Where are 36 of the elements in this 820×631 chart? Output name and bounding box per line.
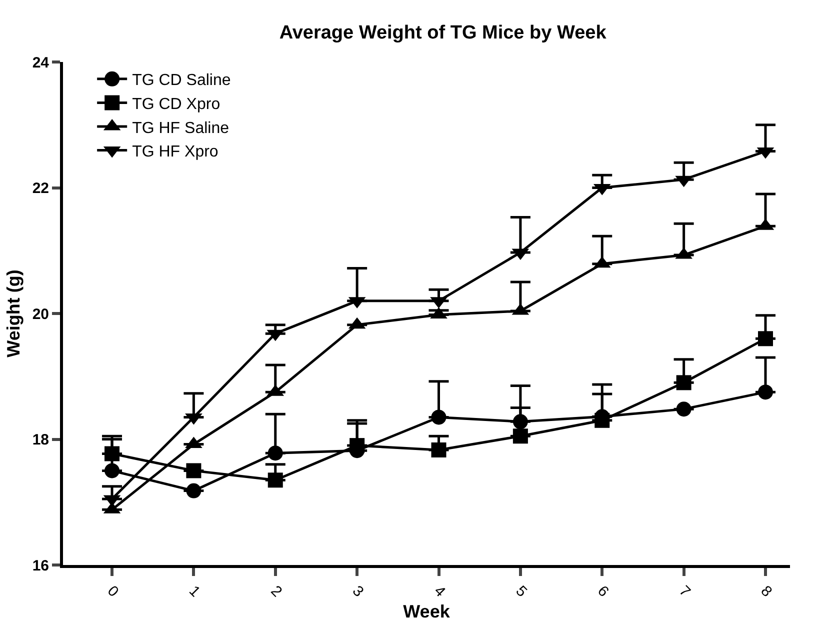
x-tick-label: 8 bbox=[757, 582, 776, 601]
y-tick-label: 24 bbox=[32, 54, 50, 72]
chart-title: Average Weight of TG Mice by Week bbox=[279, 22, 607, 44]
x-axis-title: Week bbox=[403, 602, 451, 622]
point bbox=[104, 463, 120, 478]
point bbox=[268, 472, 283, 488]
point bbox=[594, 412, 610, 428]
point bbox=[758, 384, 773, 400]
point bbox=[104, 446, 120, 462]
x-tick-label: 6 bbox=[594, 582, 612, 601]
x-tick-label: 3 bbox=[348, 582, 367, 601]
point bbox=[676, 402, 692, 417]
point bbox=[512, 428, 528, 444]
x-tick-label: 1 bbox=[186, 582, 204, 601]
x-tick-label: 7 bbox=[676, 582, 694, 601]
point bbox=[350, 438, 365, 454]
y-tick-label: 20 bbox=[32, 306, 49, 323]
x-tick-label: 4 bbox=[430, 582, 449, 601]
point bbox=[758, 331, 773, 346]
legend-label: TG HF Xpro bbox=[132, 144, 218, 161]
point bbox=[268, 446, 283, 461]
point bbox=[186, 463, 202, 478]
point bbox=[186, 483, 202, 498]
point bbox=[431, 410, 446, 425]
legend-label: TG CD Xpro bbox=[132, 96, 220, 113]
y-axis-title: Weight (g) bbox=[4, 270, 24, 358]
point bbox=[431, 442, 446, 458]
legend-label: TG CD Saline bbox=[132, 72, 231, 90]
x-tick-label: 5 bbox=[512, 582, 530, 601]
legend-label: TG HF Saline bbox=[132, 120, 230, 137]
y-tick-label: 16 bbox=[32, 557, 49, 574]
point bbox=[676, 375, 692, 390]
y-tick-label: 22 bbox=[32, 180, 49, 197]
x-tick-label: 0 bbox=[104, 582, 122, 601]
x-tick-label: 2 bbox=[267, 582, 286, 601]
y-tick-label: 18 bbox=[32, 432, 49, 448]
